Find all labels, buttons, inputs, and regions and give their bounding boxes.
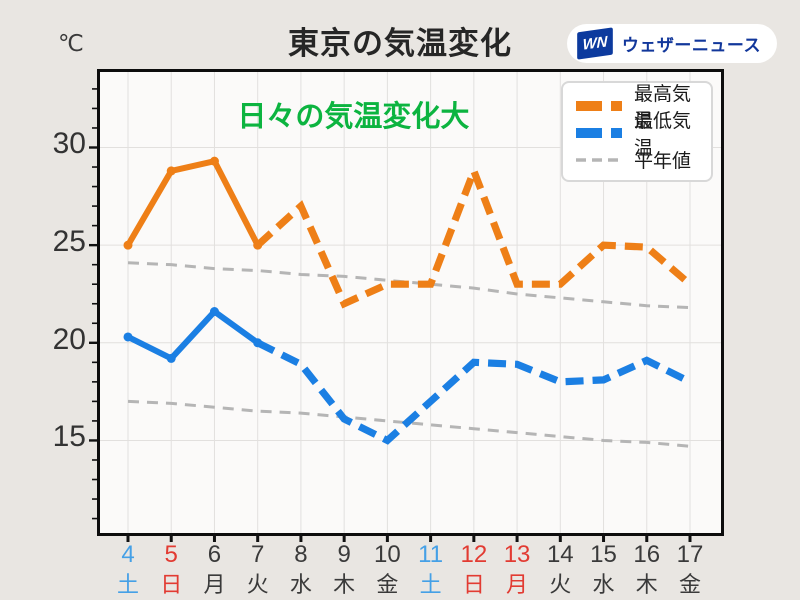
chart-svg bbox=[89, 72, 721, 542]
x-axis-weekday-label: 金 bbox=[678, 572, 701, 597]
x-axis-date-label: 5 bbox=[164, 541, 178, 568]
legend-row-high: 最高気温 bbox=[575, 84, 703, 132]
x-axis-date-label: 7 bbox=[251, 541, 265, 568]
x-axis-weekday-label: 水 bbox=[289, 572, 312, 597]
x-axis-date-label: 13 bbox=[503, 541, 531, 568]
temperature-chart: 日々の気温変化大 最高気温 最低気温 平年値 bbox=[89, 69, 724, 542]
x-axis-weekday-label: 火 bbox=[549, 572, 572, 597]
weathernews-logo: WN ウェザーニュース bbox=[566, 24, 777, 63]
legend-label-normal: 平年値 bbox=[634, 151, 692, 172]
high-temp-dash-icon bbox=[576, 100, 622, 111]
x-axis-weekday-label: 金 bbox=[376, 572, 399, 597]
weathernews-logo-name: ウェザーニュース bbox=[621, 36, 761, 55]
x-axis-date-label: 9 bbox=[337, 541, 351, 568]
y-axis-labels: 30 25 20 15 bbox=[22, 69, 86, 530]
x-axis-date-label: 14 bbox=[546, 541, 574, 568]
x-axis-weekday-label: 火 bbox=[246, 572, 269, 597]
low-temp-dash-icon bbox=[576, 127, 622, 138]
x-axis-weekday-label: 水 bbox=[592, 572, 615, 597]
x-axis-date-label: 4 bbox=[121, 541, 135, 568]
x-axis-weekday-label: 月 bbox=[203, 572, 226, 597]
chart-annotation: 日々の気温変化大 bbox=[237, 101, 470, 133]
legend-row-normal: 平年値 bbox=[575, 146, 703, 173]
x-axis-date-label: 15 bbox=[590, 541, 617, 568]
x-axis-weekday-label: 日 bbox=[462, 572, 485, 597]
x-axis-date-label: 8 bbox=[294, 541, 308, 568]
x-axis-weekday-label: 土 bbox=[116, 572, 139, 597]
normal-temp-dash-icon bbox=[576, 157, 622, 162]
y-axis-tick-label: 20 bbox=[52, 323, 86, 356]
x-axis-date-label: 6 bbox=[207, 541, 222, 568]
x-axis-weekday-label: 土 bbox=[419, 572, 442, 597]
x-axis-date-label: 10 bbox=[374, 541, 401, 568]
y-axis-unit-label: ℃ bbox=[58, 30, 84, 56]
x-axis-date-label: 17 bbox=[676, 541, 704, 568]
x-axis-date-label: 11 bbox=[418, 541, 444, 568]
weathernews-logo-icon: WN bbox=[577, 27, 613, 60]
legend-row-low: 最低気温 bbox=[575, 111, 703, 159]
y-axis-tick-label: 15 bbox=[52, 420, 86, 453]
chart-legend: 最高気温 最低気温 平年値 bbox=[561, 81, 713, 182]
x-axis-date-label: 16 bbox=[633, 541, 661, 568]
y-axis-tick-label: 30 bbox=[52, 127, 86, 160]
x-axis-weekday-label: 日 bbox=[160, 572, 183, 597]
page-title: 東京の気温変化 bbox=[288, 26, 512, 61]
x-axis-weekday-label: 木 bbox=[635, 572, 658, 597]
legend-label-high: 最高気温 bbox=[634, 83, 692, 132]
y-axis-tick-label: 25 bbox=[52, 225, 86, 258]
x-axis-weekday-label: 月 bbox=[506, 572, 529, 597]
x-axis-date-label: 12 bbox=[460, 541, 488, 568]
x-axis-weekday-label: 木 bbox=[333, 572, 356, 597]
x-axis-labels: 4 土 5 日 6 月 7 火 8 水 9 木 10 金 11 土 12 日 13 月 14 火 15 水 16 木 17 金 bbox=[100, 541, 721, 597]
legend-label-low: 最低気温 bbox=[634, 110, 692, 159]
